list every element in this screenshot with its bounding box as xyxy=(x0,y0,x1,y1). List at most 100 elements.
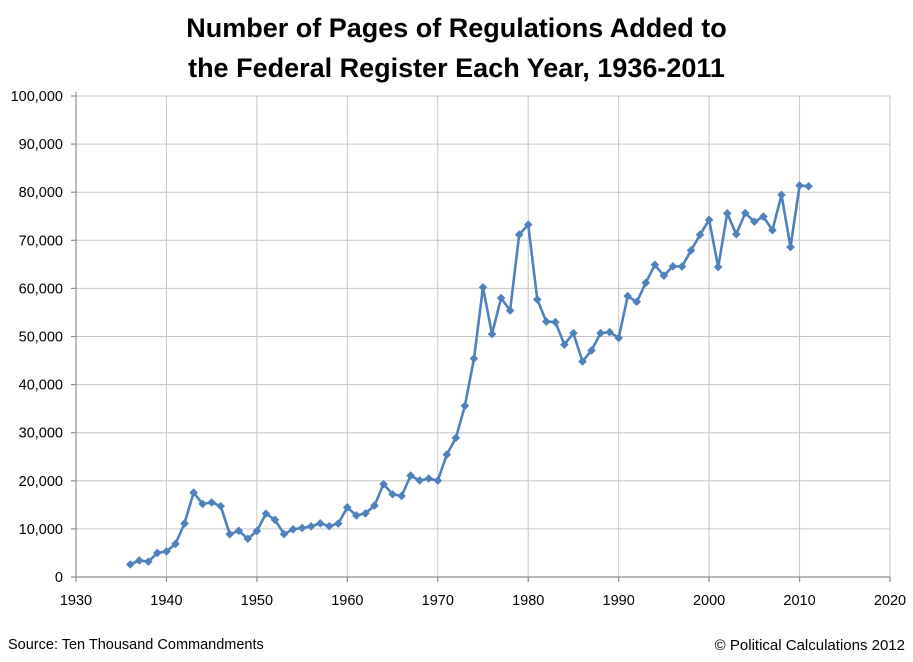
data-point-marker xyxy=(442,450,452,459)
data-point-marker xyxy=(623,291,633,301)
data-point-marker xyxy=(614,333,623,343)
x-axis-tick-label: 1930 xyxy=(60,593,92,609)
data-point-marker xyxy=(397,491,406,501)
data-point-marker xyxy=(496,293,506,303)
data-point-marker xyxy=(722,209,732,218)
data-point-marker xyxy=(759,212,768,221)
data-point-marker xyxy=(542,317,551,326)
data-point-marker xyxy=(198,499,207,509)
data-point-marker xyxy=(216,501,226,511)
x-axis-tick-label: 1970 xyxy=(422,593,454,609)
data-point-marker xyxy=(560,340,569,349)
data-point-marker xyxy=(578,357,587,366)
data-point-marker xyxy=(569,328,578,338)
y-axis-tick-label: 40,000 xyxy=(19,378,63,394)
data-point-marker xyxy=(352,511,361,520)
data-point-marker xyxy=(424,474,434,483)
line-chart-canvas: 0 10,000 20,000 30,000 40,000 50,000 60,000 70,… xyxy=(11,89,907,609)
data-point-marker xyxy=(279,529,289,539)
data-point-marker xyxy=(125,560,135,569)
x-axis-tick-label: 1980 xyxy=(512,593,544,609)
data-point-marker xyxy=(487,329,497,339)
data-point-marker xyxy=(225,529,235,539)
x-axis-tick-label: 1950 xyxy=(241,593,273,609)
data-point-marker xyxy=(270,515,280,525)
data-point-marker xyxy=(713,262,723,272)
data-point-marker xyxy=(551,317,560,327)
data-point-marker xyxy=(343,503,352,512)
data-point-marker xyxy=(162,547,171,556)
data-point-marker xyxy=(297,523,307,533)
x-axis-tick-label: 2010 xyxy=(783,593,815,609)
data-series-line xyxy=(129,184,810,566)
data-point-marker xyxy=(135,556,144,565)
data-point-marker xyxy=(189,488,198,497)
data-point-marker xyxy=(261,509,271,518)
data-point-marker xyxy=(731,229,741,239)
data-point-marker xyxy=(288,525,298,534)
data-point-marker xyxy=(668,262,678,271)
data-point-marker xyxy=(379,479,388,489)
data-point-marker xyxy=(587,346,596,355)
y-axis-tick-label: 10,000 xyxy=(19,522,63,538)
data-point-marker xyxy=(505,306,515,315)
data-point-marker xyxy=(695,230,705,240)
data-point-marker xyxy=(144,557,153,566)
y-axis-tick-label: 20,000 xyxy=(19,474,63,490)
data-point-marker xyxy=(153,548,162,558)
x-axis-tick-label: 1940 xyxy=(150,593,182,609)
x-axis-tick-label: 1990 xyxy=(603,593,635,609)
x-axis-tick-label: 2020 xyxy=(874,593,906,609)
data-point-marker xyxy=(605,327,614,337)
y-axis-tick-label: 30,000 xyxy=(19,426,63,442)
data-point-marker xyxy=(433,476,443,485)
y-axis-tick-label: 70,000 xyxy=(19,233,63,249)
data-point-marker xyxy=(514,230,524,239)
data-point-marker xyxy=(243,534,253,544)
y-axis-tick-label: 50,000 xyxy=(19,330,63,346)
chart-title-line2: the Federal Register Each Year, 1936-201… xyxy=(188,53,725,83)
data-point-marker xyxy=(361,509,370,518)
chart-title-line1: Number of Pages of Regulations Added to xyxy=(186,13,727,43)
data-point-marker xyxy=(406,471,415,480)
data-point-marker xyxy=(415,476,424,485)
data-point-marker xyxy=(388,489,397,499)
data-point-marker xyxy=(252,526,262,536)
y-axis-tick-label: 80,000 xyxy=(19,185,63,201)
y-axis-tick-label: 0 xyxy=(55,570,63,586)
data-point-marker xyxy=(306,522,316,531)
data-point-marker xyxy=(333,519,343,528)
x-axis-tick-label: 1960 xyxy=(331,593,363,609)
data-point-marker xyxy=(650,260,660,270)
data-point-marker xyxy=(315,519,325,528)
data-point-marker xyxy=(740,208,750,218)
data-point-marker xyxy=(207,498,216,507)
data-point-marker xyxy=(370,501,379,510)
data-point-marker xyxy=(523,220,533,229)
data-point-marker xyxy=(804,181,813,191)
data-point-marker xyxy=(686,246,696,255)
y-axis-tick-label: 60,000 xyxy=(19,281,63,297)
data-point-marker xyxy=(632,297,642,307)
chart-title: Number of Pages of Regulations Added to … xyxy=(0,8,913,88)
copyright-note: © Political Calculations 2012 xyxy=(714,637,905,654)
data-point-marker xyxy=(795,181,804,190)
data-point-marker xyxy=(768,225,777,235)
data-point-marker xyxy=(777,190,786,200)
data-point-marker xyxy=(234,526,244,536)
data-point-marker xyxy=(750,217,759,226)
data-point-marker xyxy=(478,283,488,292)
y-axis-tick-label: 90,000 xyxy=(19,137,63,153)
data-point-marker xyxy=(469,354,479,363)
data-point-marker xyxy=(324,521,334,531)
data-point-marker xyxy=(786,242,795,252)
x-axis-tick-label: 2000 xyxy=(693,593,725,609)
data-point-marker xyxy=(451,433,461,443)
data-point-marker xyxy=(659,271,669,280)
data-point-marker xyxy=(532,295,542,304)
data-point-marker xyxy=(596,328,605,338)
data-point-marker xyxy=(171,539,180,549)
data-point-marker xyxy=(180,519,189,528)
data-point-marker xyxy=(677,262,687,271)
